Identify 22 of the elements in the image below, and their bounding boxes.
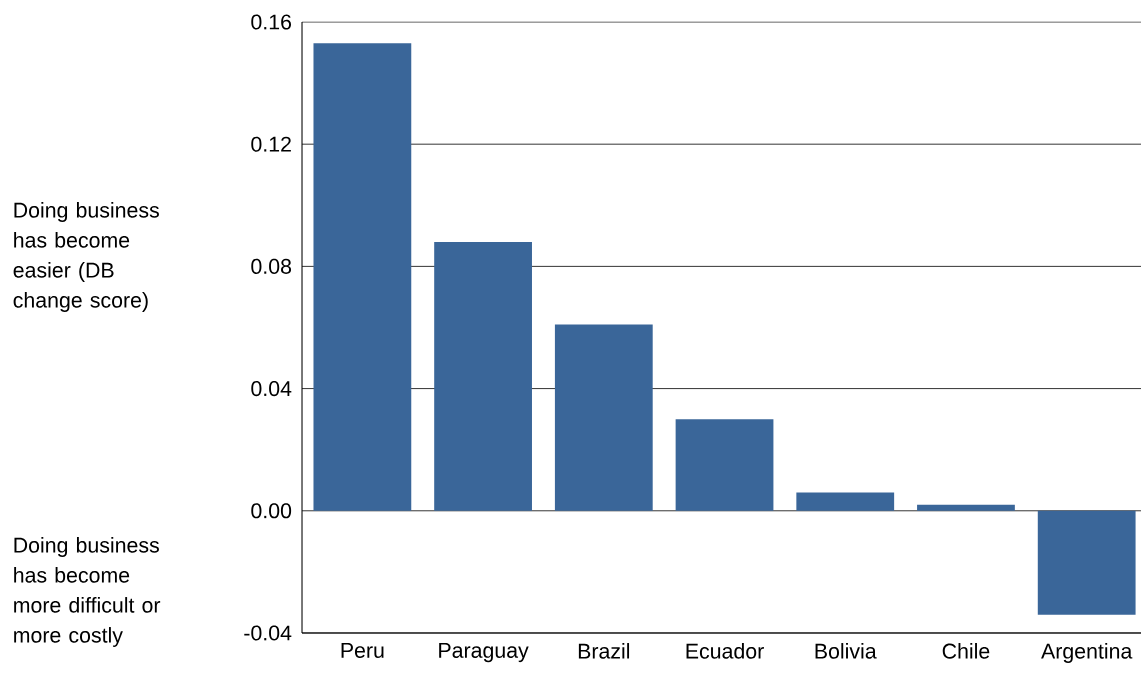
y-tick-label: 0.12: [251, 136, 291, 152]
x-tick-label: Argentina: [1041, 643, 1133, 663]
bar: [675, 419, 774, 511]
y-tick-label: 0.00: [251, 503, 292, 519]
y-tick-label: -0.04: [244, 625, 292, 641]
text: Doing business has become easier (DB change score): [13, 202, 159, 312]
y-tick-label: 0.04: [251, 381, 292, 397]
x-tick-label: Ecuador: [686, 643, 764, 659]
y-tick-label: 0.16: [251, 14, 292, 30]
bar: [796, 492, 895, 511]
x-tick-label: Chile: [942, 643, 990, 659]
bar: [554, 324, 653, 511]
x-tick-label: Paraguay: [439, 643, 529, 663]
bar: [313, 43, 412, 511]
x-tick-label: Brazil: [578, 643, 630, 659]
bar: [1037, 510, 1136, 615]
bar: [917, 504, 1015, 511]
x-tick-label: Bolivia: [815, 643, 877, 659]
x-tick-label: Peru: [341, 643, 384, 658]
text: Doing business has become more difficult or more costly: [14, 537, 161, 647]
y-tick-label: 0.08: [251, 258, 292, 274]
bar: [434, 241, 532, 511]
